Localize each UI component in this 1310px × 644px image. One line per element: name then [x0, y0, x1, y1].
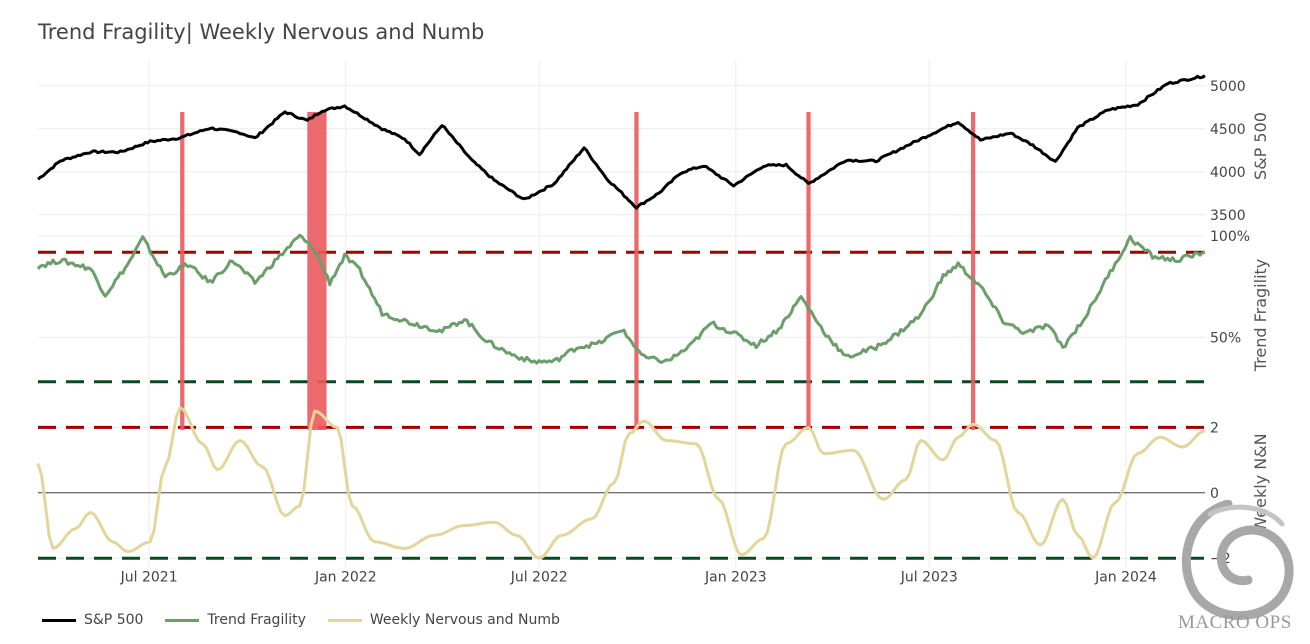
legend-swatch-trend-fragility [165, 618, 200, 622]
legend-item-trend-fragility[interactable]: Trend Fragility [165, 612, 306, 628]
y-tick-label: 5000 [1210, 79, 1246, 95]
y-axis-title-sp500: S&P 500 [1251, 112, 1270, 180]
y-tick-label: 100% [1210, 229, 1250, 245]
y-tick-label: 4000 [1210, 165, 1246, 181]
signal-band [307, 112, 327, 430]
legend-swatch-weekly-nn [327, 618, 362, 622]
series-line-sp500 [37, 74, 1206, 210]
legend: S&P 500 Trend Fragility Weekly Nervous a… [42, 612, 560, 628]
legend-label-trend-fragility: Trend Fragility [207, 612, 306, 628]
signal-band [970, 112, 976, 430]
legend-item-weekly-nn[interactable]: Weekly Nervous and Numb [327, 612, 560, 628]
x-tick-label: Jan 2023 [704, 570, 767, 586]
signal-band [634, 112, 639, 430]
legend-item-sp500[interactable]: S&P 500 [42, 612, 143, 628]
y-tick-label: 0 [1210, 486, 1219, 502]
y-tick-label: 50% [1210, 330, 1241, 346]
series-line-nn [36, 406, 1206, 560]
y-axis-title-fragility: Trend Fragility [1251, 259, 1270, 373]
x-tick-label: Jan 2022 [314, 570, 377, 586]
x-tick-label: Jul 2023 [900, 570, 958, 586]
x-tick-label: Jan 2024 [1094, 570, 1157, 586]
signal-band [806, 112, 811, 430]
legend-label-sp500: S&P 500 [84, 612, 144, 628]
signal-band [180, 112, 185, 430]
series-line-fragility [36, 233, 1206, 365]
macro-ops-logo [1181, 500, 1294, 621]
y-tick-label: 4500 [1210, 122, 1246, 138]
legend-label-weekly-nn: Weekly Nervous and Numb [369, 612, 560, 628]
y-tick-label: 2 [1210, 420, 1219, 436]
x-tick-label: Jul 2021 [120, 570, 178, 586]
x-tick-label: Jul 2022 [510, 570, 568, 586]
logo-text: MACRO OPS [1178, 612, 1292, 633]
y-tick-label: 3500 [1210, 208, 1246, 224]
chart-title: Trend Fragility| Weekly Nervous and Numb [38, 20, 485, 44]
legend-swatch-sp500 [42, 618, 76, 622]
